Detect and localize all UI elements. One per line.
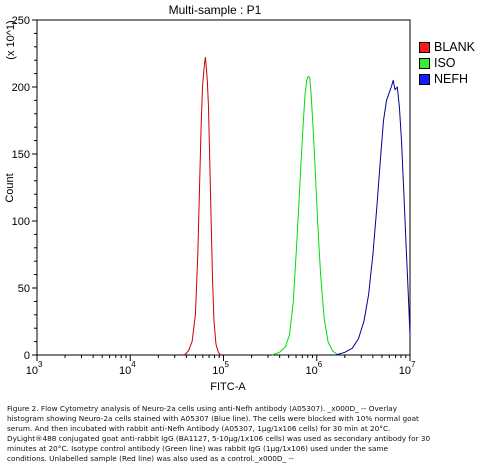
legend-swatch: [419, 57, 430, 69]
x-tick-exponent: 5: [225, 360, 230, 369]
x-tick-label: 10: [399, 365, 411, 377]
figure-caption: Figure 2. Flow Cytometry analysis of Neu…: [7, 404, 477, 464]
y-tick-label: 150: [12, 149, 30, 161]
x-tick-exponent: 7: [411, 360, 416, 369]
y-axis-label-text: Count: [4, 173, 16, 202]
x-tick-exponent: 4: [131, 360, 136, 369]
chart-title: Multi-sample : P1: [169, 3, 262, 17]
legend-swatch: [419, 73, 430, 85]
legend-swatch: [419, 41, 430, 53]
legend: BLANK ISO NEFH: [419, 39, 475, 87]
legend-label: NEFH: [434, 72, 469, 86]
legend-item-nefh: NEFH: [419, 71, 475, 87]
x-tick-label: 10: [212, 365, 224, 377]
y-tick-label: 0: [24, 350, 30, 362]
caption-line: Figure 2. Flow Cytometry analysis of Neu…: [7, 404, 398, 413]
x-tick-label: 10: [26, 365, 38, 377]
caption-line: conditions. Unlabelled sample (Red line)…: [7, 454, 294, 463]
y-tick-label: 200: [12, 82, 30, 94]
x-axis-label: FITC-A: [210, 381, 246, 393]
series-layer: [183, 57, 411, 356]
series-line-iso: [271, 75, 339, 356]
legend-item-iso: ISO: [419, 55, 475, 71]
y-axis-multiplier-label: (x 10^1): [5, 20, 17, 59]
caption-line: serum. And then incubated with rabbit an…: [7, 424, 391, 433]
y-axis-multiplier: (x 10^1): [5, 20, 17, 59]
y-axis-label: Count: [4, 173, 16, 202]
chart-canvas: Multi-sample : P1 (x 10^1) Count FITC-A …: [4, 3, 416, 393]
y-tick-label: 100: [12, 216, 30, 228]
series-line-nefh: [335, 79, 411, 356]
x-tick-exponent: 3: [38, 360, 43, 369]
y-tick-label: 250: [12, 15, 30, 27]
y-tick-label: 50: [18, 283, 30, 295]
flow-cytometry-chart: Multi-sample : P1 (x 10^1) Count FITC-A …: [4, 3, 475, 393]
plot-area-frame: [36, 19, 411, 356]
caption-line: minutes at 20°C. Isotype control antibod…: [7, 444, 389, 453]
x-tick-exponent: 6: [318, 360, 323, 369]
legend-item-blank: BLANK: [419, 39, 475, 55]
legend-label: BLANK: [434, 40, 475, 54]
x-tick-label: 10: [119, 365, 131, 377]
series-line-blank: [183, 57, 222, 356]
caption-line: DyLight®488 conjugated goat anti-rabbit …: [7, 434, 431, 443]
legend-label: ISO: [434, 56, 456, 70]
caption-line: histogram showing Neuro-2a cells stained…: [7, 414, 419, 423]
x-tick-label: 10: [306, 365, 318, 377]
